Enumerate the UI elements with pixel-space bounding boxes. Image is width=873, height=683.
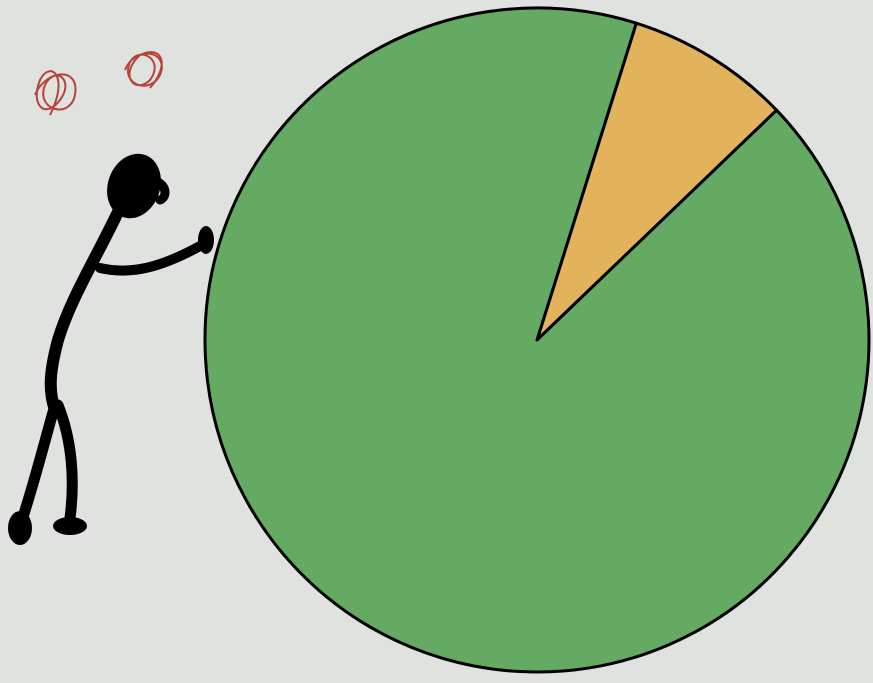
hand: [198, 226, 214, 254]
pie: [203, 6, 871, 674]
foot-right: [53, 517, 87, 535]
body: [44, 206, 124, 416]
stick-figure: [8, 153, 214, 545]
foot-left: [8, 511, 32, 545]
head: [107, 153, 161, 219]
scribble: [34, 70, 77, 116]
leg-left: [16, 399, 61, 526]
pie-slice: [203, 6, 871, 674]
hand-on-head: [153, 177, 170, 205]
leg-right: [52, 399, 78, 524]
arm: [95, 241, 205, 276]
scribble: [124, 51, 163, 89]
pie-slice: [535, 21, 779, 342]
scribbles: [34, 51, 163, 116]
